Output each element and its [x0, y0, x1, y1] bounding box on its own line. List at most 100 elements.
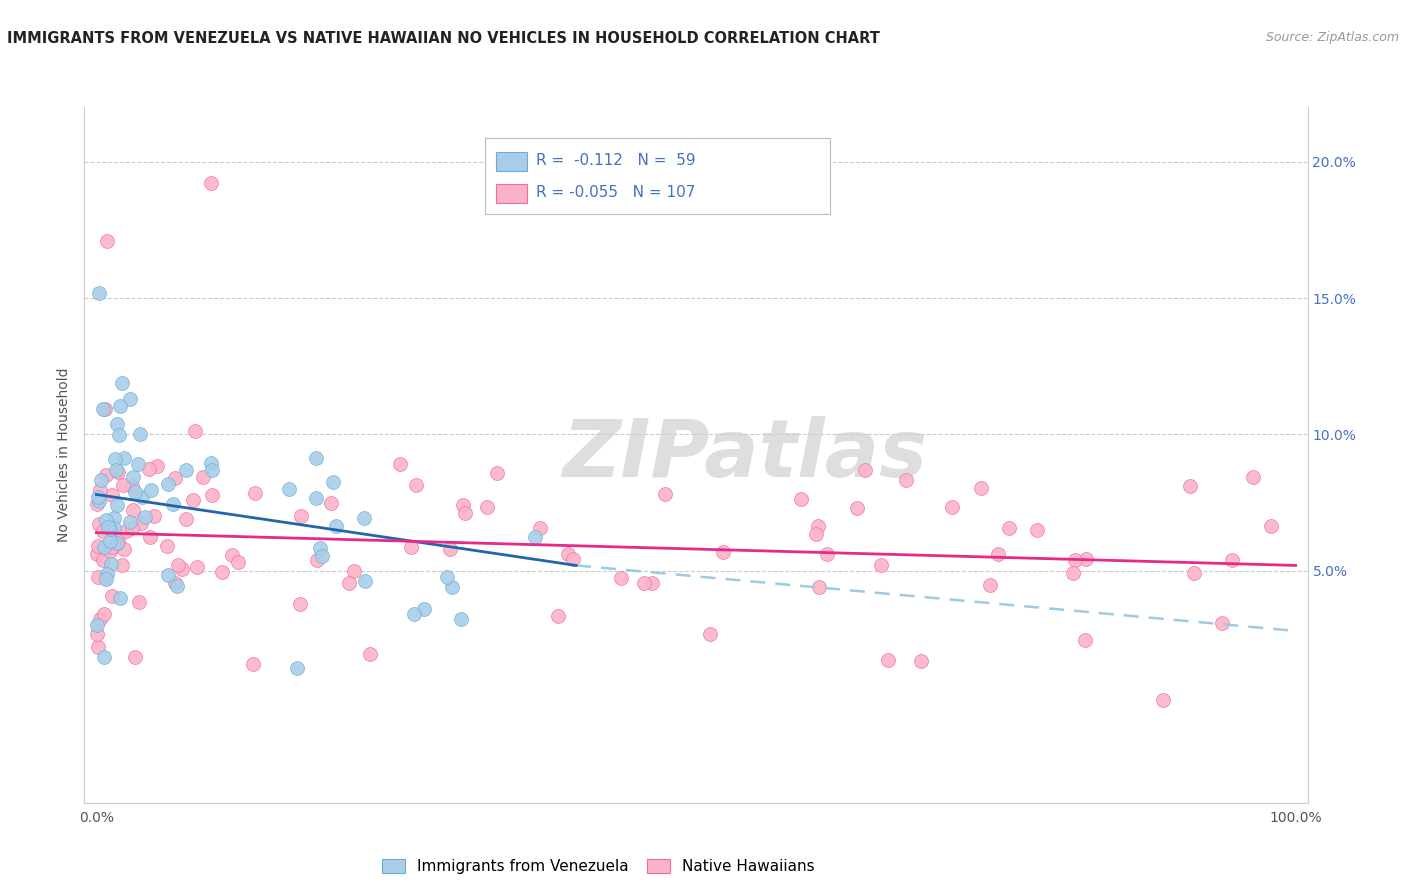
Point: [184, 424, 207, 438]
Text: IMMIGRANTS FROM VENEZUELA VS NATIVE HAWAIIAN NO VEHICLES IN HOUSEHOLD CORRELATIO: IMMIGRANTS FROM VENEZUELA VS NATIVE HAWA…: [7, 31, 880, 46]
Point: [86, 539, 108, 553]
Point: [211, 565, 233, 579]
Point: [440, 580, 463, 594]
Point: [129, 427, 152, 442]
Legend: Immigrants from Venezuela, Native Hawaiians: Immigrants from Venezuela, Native Hawaii…: [377, 855, 820, 879]
Point: [305, 491, 328, 505]
Point: [193, 470, 215, 484]
Point: [105, 417, 128, 431]
Point: [413, 602, 436, 616]
Point: [167, 558, 190, 573]
Point: [910, 654, 932, 668]
Point: [131, 516, 153, 531]
Point: [1211, 616, 1233, 631]
Point: [979, 578, 1001, 592]
Point: [120, 392, 142, 407]
Point: [107, 533, 129, 548]
Point: [359, 647, 381, 661]
Point: [201, 463, 224, 477]
Point: [807, 519, 830, 533]
Point: [1074, 633, 1097, 648]
Point: [107, 466, 129, 480]
Point: [529, 521, 551, 535]
Point: [1178, 479, 1201, 493]
Point: [337, 576, 360, 591]
Point: [285, 661, 308, 675]
Point: [86, 548, 108, 562]
Point: [353, 510, 375, 524]
Point: [87, 570, 110, 584]
Point: [100, 558, 122, 572]
Point: [290, 508, 312, 523]
Point: [311, 549, 333, 563]
Point: [557, 547, 579, 561]
Point: [86, 617, 108, 632]
Point: [475, 500, 498, 514]
Point: [997, 520, 1019, 534]
Point: [89, 612, 111, 626]
Point: [93, 650, 115, 665]
Text: Source: ZipAtlas.com: Source: ZipAtlas.com: [1265, 31, 1399, 45]
Point: [561, 552, 583, 566]
Point: [869, 558, 891, 573]
Point: [610, 571, 633, 585]
Point: [98, 544, 121, 558]
Point: [86, 626, 108, 640]
Point: [111, 376, 134, 391]
Point: [94, 513, 117, 527]
Point: [112, 477, 135, 491]
Point: [987, 547, 1010, 561]
Point: [1241, 469, 1264, 483]
Point: [288, 598, 311, 612]
Point: [89, 483, 111, 497]
Point: [94, 571, 117, 585]
Text: R = -0.055   N = 107: R = -0.055 N = 107: [536, 186, 695, 200]
Point: [108, 399, 131, 413]
Point: [846, 500, 869, 515]
Point: [87, 491, 110, 505]
Point: [131, 490, 153, 504]
Point: [157, 476, 180, 491]
Point: [156, 539, 179, 553]
Point: [94, 467, 117, 482]
Point: [399, 540, 422, 554]
Point: [97, 519, 120, 533]
Point: [124, 484, 146, 499]
Point: [87, 285, 110, 300]
Point: [450, 612, 472, 626]
Y-axis label: No Vehicles in Household: No Vehicles in Household: [58, 368, 72, 542]
Point: [162, 497, 184, 511]
Point: [121, 521, 143, 535]
Point: [200, 177, 222, 191]
Point: [1025, 523, 1047, 537]
Point: [174, 463, 197, 477]
Point: [94, 572, 117, 586]
Point: [853, 463, 876, 477]
Point: [112, 450, 135, 465]
Point: [1220, 553, 1243, 567]
Point: [699, 626, 721, 640]
Point: [128, 595, 150, 609]
Point: [815, 547, 838, 561]
Point: [114, 524, 136, 538]
Point: [107, 428, 129, 442]
Point: [547, 608, 569, 623]
Point: [139, 483, 162, 498]
Point: [100, 540, 122, 554]
Point: [523, 530, 546, 544]
Point: [101, 589, 124, 603]
Point: [98, 523, 121, 537]
Point: [325, 519, 347, 533]
Point: [103, 510, 125, 524]
Point: [111, 558, 134, 572]
Point: [436, 570, 458, 584]
Point: [201, 488, 224, 502]
Point: [91, 402, 114, 417]
Point: [1064, 553, 1087, 567]
Point: [405, 478, 427, 492]
Point: [654, 487, 676, 501]
Point: [170, 562, 193, 576]
Point: [186, 560, 208, 574]
Point: [98, 533, 121, 548]
Point: [322, 475, 344, 489]
